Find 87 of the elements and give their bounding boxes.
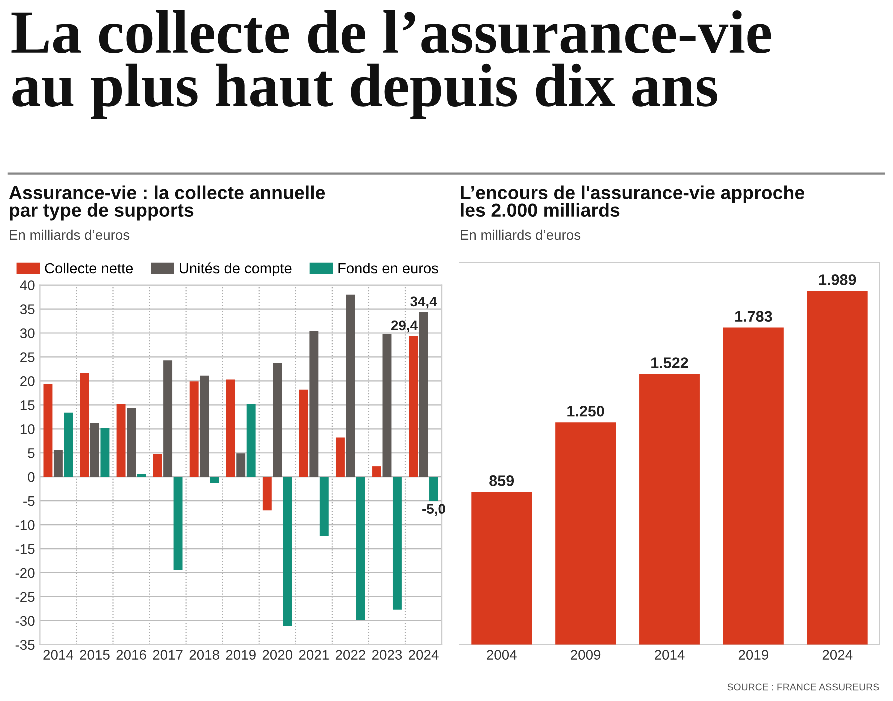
bar [419,312,428,478]
y-tick-label: -30 [16,616,35,626]
x-tick-label: 2018 [190,650,220,660]
data-label: 34,4 [410,296,438,309]
bar [236,454,246,478]
y-tick-label: -15 [16,544,35,554]
bar [210,477,220,484]
x-tick-label: 2022 [336,650,366,660]
chart-title: Assurance-vie : la collecte annuelle par type de supports [9,186,326,221]
chart-subtitle: En milliards d’euros [10,230,130,240]
bar [556,422,616,645]
bar [54,450,63,478]
bar [392,477,402,610]
y-tick-label: -25 [16,592,35,602]
x-tick-label: 2019 [738,650,768,660]
bar [372,466,382,478]
data-label: 29,4 [391,320,418,333]
x-tick-label: 2016 [116,650,146,660]
x-tick-label: 2009 [571,650,601,660]
bar [44,384,53,478]
x-tick-label: 2021 [299,650,329,660]
bar [336,438,345,478]
x-tick-label: 2023 [372,650,402,660]
bar [273,362,282,478]
y-tick-label: -5 [24,496,35,506]
bar [64,412,74,478]
bar [472,492,532,645]
data-label: 1.250 [568,406,604,417]
x-tick-label: 2014 [655,650,685,660]
x-tick-label: 2024 [822,650,853,660]
bar [262,477,272,511]
x-tick-label: 2020 [262,650,293,660]
y-tick-label: 15 [20,400,35,410]
bar [346,294,356,478]
bar [190,382,199,478]
legend-label: Unités de compte [180,262,292,277]
bar [226,380,236,478]
bar [127,408,136,478]
y-tick-label: -35 [16,640,35,650]
bar [80,374,90,478]
y-tick-label: 40 [20,280,35,290]
y-tick-label: 30 [20,328,35,338]
chart-title: L’encours de l'assurance-vie approche les 2.000 milliards [461,186,804,218]
bar [723,328,784,645]
bar [137,474,146,478]
x-tick-label: 2014 [44,650,74,660]
bar [382,334,392,478]
y-tick-label: 10 [20,424,35,434]
chart-subtitle: En milliards d’euros [461,230,581,240]
legend-label: Fonds en euros [338,262,438,274]
bar [430,477,438,502]
bar [164,360,173,478]
y-tick-label: 5 [28,448,35,458]
text: La collecte de l’assurance-vie au plus haut depuis dix ans [12,10,772,120]
source-note: SOURCE : FRANCE ASSUREURS [728,684,880,691]
bar [174,477,183,570]
y-tick-label: 25 [20,352,35,362]
x-tick-label: 2019 [226,650,256,660]
bar [320,477,329,536]
data-label: 859 [490,476,514,486]
y-tick-label: 20 [20,376,35,386]
bar [100,428,110,478]
bar [310,331,319,478]
y-tick-label: 0 [28,472,35,482]
data-label: -5,0 [422,504,446,516]
bar [200,376,210,478]
data-label: 1.522 [652,358,688,368]
y-tick-label: -20 [16,568,35,578]
x-tick-label: 2004 [487,650,517,660]
bar [246,404,256,478]
bar [153,454,162,478]
bar [807,291,868,645]
bar [283,477,292,626]
y-tick-label: 35 [20,304,35,314]
bar [299,390,308,478]
legend-label: Collecte nette [45,262,134,274]
bar [90,423,100,478]
y-tick-label: -10 [16,520,35,530]
bar [116,404,126,478]
bar [409,336,418,478]
bar [640,374,700,645]
x-tick-label: 2017 [153,650,183,660]
data-label: 1.989 [819,274,856,286]
x-tick-label: 2015 [80,650,110,660]
bar [356,477,366,620]
data-label: 1.783 [736,311,772,322]
x-tick-label: 2024 [409,650,439,660]
